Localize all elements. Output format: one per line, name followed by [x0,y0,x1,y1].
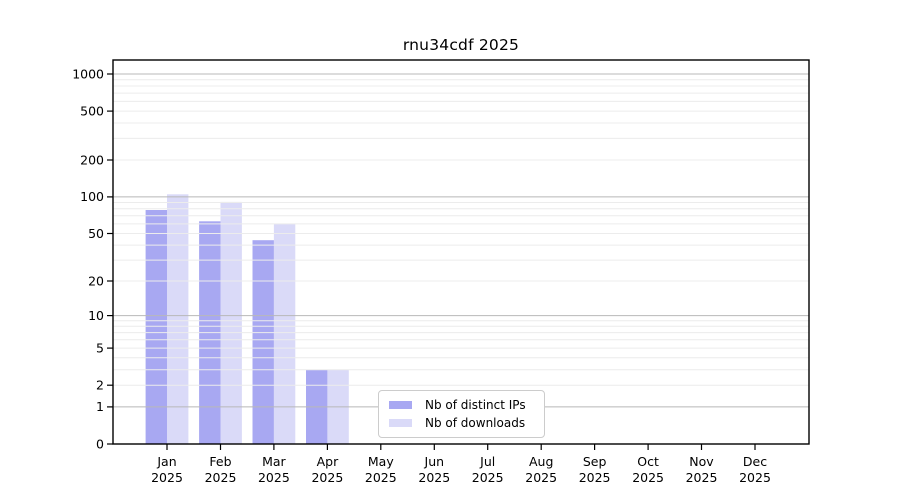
x-tick-label-month: Mar [262,454,286,469]
y-tick-label: 20 [88,273,104,288]
x-tick-label-year: 2025 [418,470,450,485]
bar [252,240,274,444]
bar [167,194,189,444]
x-tick-label-month: Jun [424,454,445,469]
y-tick-label: 0 [96,436,104,451]
x-tick-label-year: 2025 [739,470,771,485]
x-tick-label-year: 2025 [579,470,611,485]
legend-label-downloads: Nb of downloads [425,416,526,430]
y-tick-label: 1 [96,399,104,414]
x-tick-label-year: 2025 [205,470,237,485]
x-tick-label-month: May [368,454,394,469]
series-downloads [167,194,349,444]
chart-title: rnu34cdf 2025 [402,36,520,54]
legend-swatch-distinct-ips-icon [389,400,412,409]
x-tick-label-month: Nov [689,454,714,469]
legend-swatch-downloads-icon [389,419,412,428]
y-axis: 0 1 2 5 10 20 50 100 200 500 1000 [72,66,113,451]
x-tick-label-year: 2025 [311,470,343,485]
y-tick-label: 2 [96,378,104,393]
x-tick-label-year: 2025 [686,470,718,485]
x-tick-label-month: Jan [156,454,176,469]
legend-item-downloads: Nb of downloads [389,416,544,430]
legend-label-distinct-ips: Nb of distinct IPs [425,397,526,412]
x-tick-label-year: 2025 [632,470,664,485]
x-tick-label-year: 2025 [151,470,183,485]
bar [273,223,296,444]
plot-border [112,59,810,445]
y-tick-label: 1000 [72,66,104,81]
x-tick-label-year: 2025 [525,470,557,485]
y-tick-label: 50 [88,226,104,241]
x-tick-label-year: 2025 [472,470,504,485]
x-tick-label-year: 2025 [365,470,397,485]
x-tick-label-month: Feb [209,454,231,469]
minor-gridlines [113,79,809,386]
x-tick-label-month: Jul [479,454,495,469]
bar [220,201,242,444]
y-tick-label: 100 [80,189,104,204]
x-tick-label-year: 2025 [258,470,290,485]
x-tick-label-month: Sep [583,454,607,469]
x-tick-label-month: Dec [743,454,767,469]
x-tick-label-month: Aug [529,454,553,469]
y-tick-label: 10 [88,308,104,323]
y-tick-label: 5 [96,340,104,355]
legend: Nb of distinct IPs Nb of downloads [378,390,545,438]
x-tick-label-month: Apr [317,454,339,469]
x-tick-label-month: Oct [637,454,659,469]
y-tick-label: 500 [80,103,104,118]
y-tick-label: 200 [80,152,104,167]
legend-item-distinct-ips: Nb of distinct IPs [389,398,544,412]
x-axis: Jan2025Feb2025Mar2025Apr2025May2025Jun20… [151,444,771,485]
